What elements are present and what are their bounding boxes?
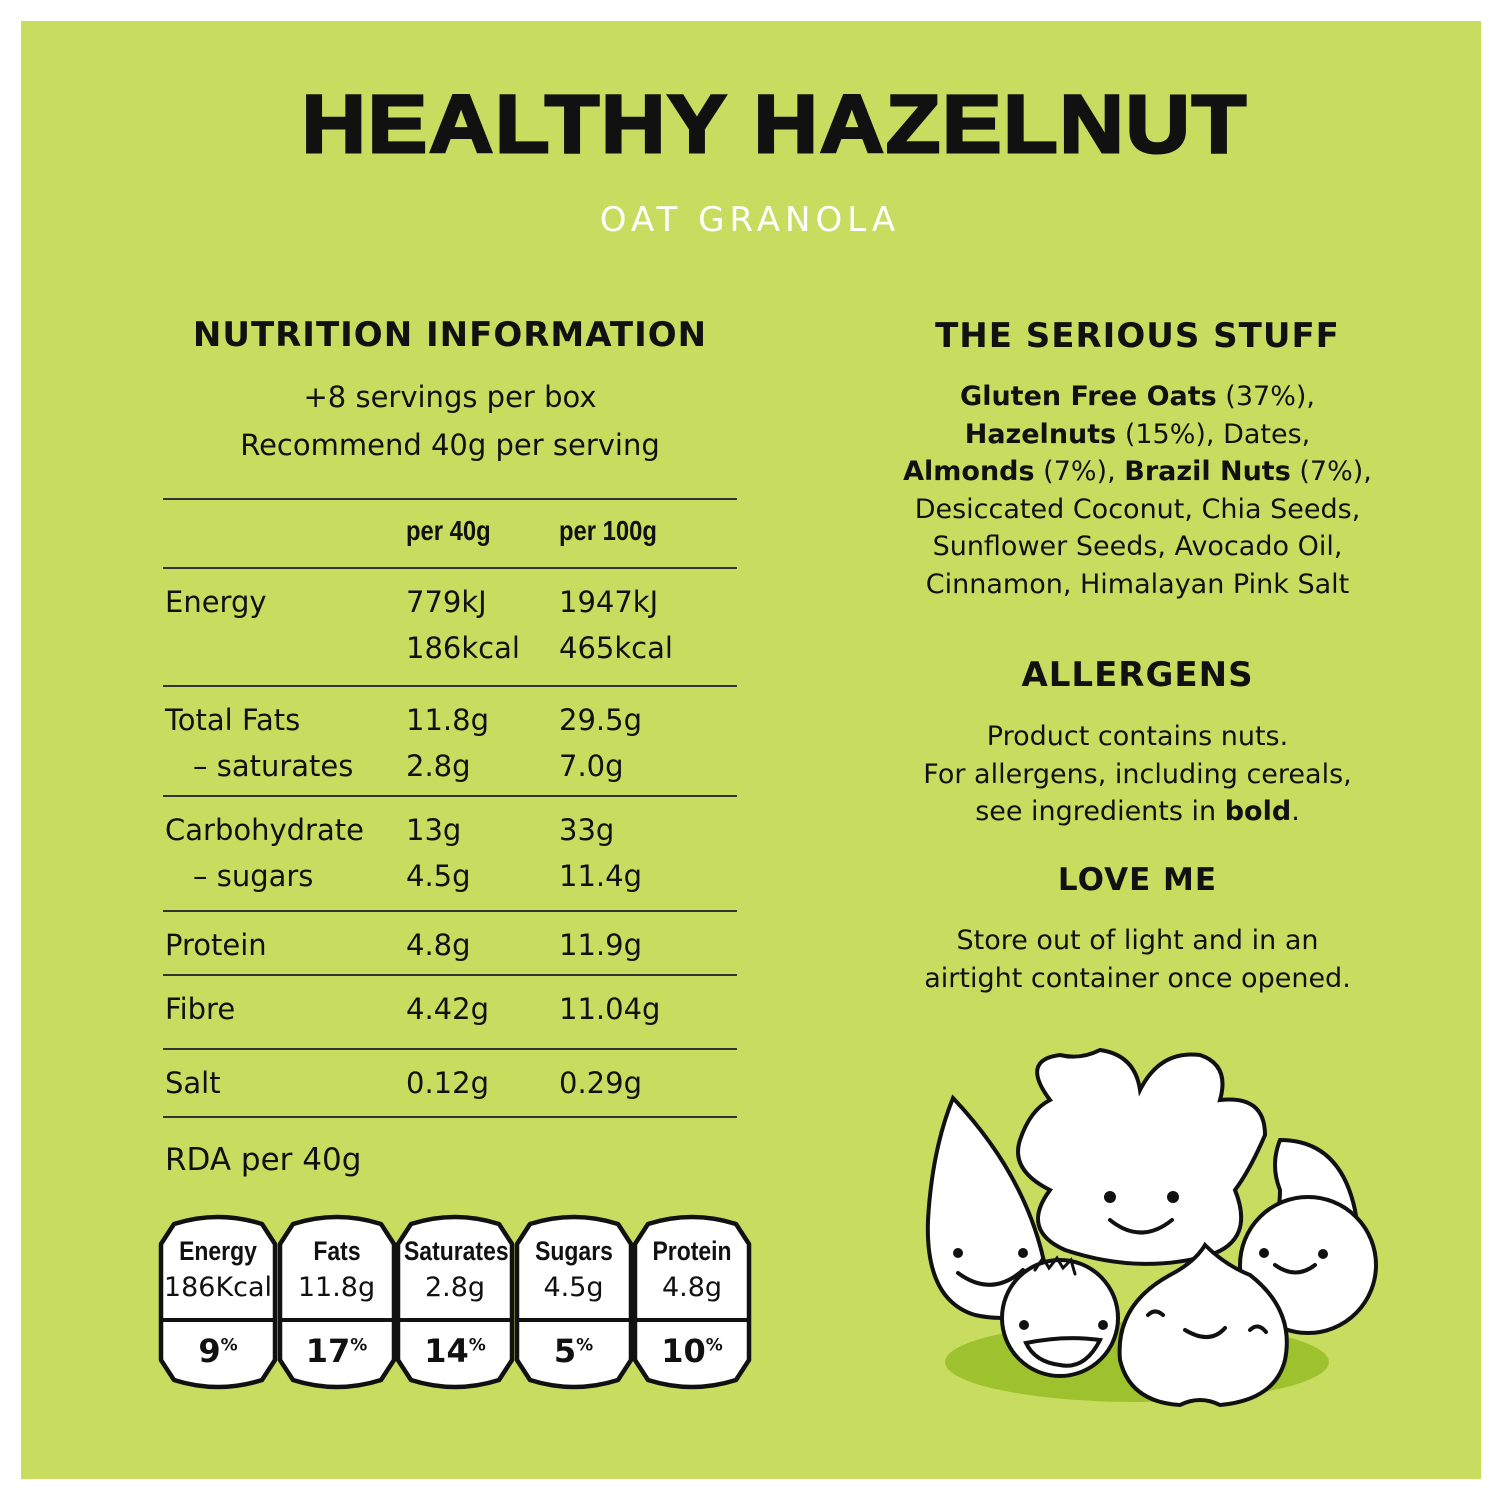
nutrient-value: 1947kJ <box>559 585 659 619</box>
rda-badge-saturates: Saturates 2.8g 14% <box>395 1214 515 1390</box>
ingredient-bold: Gluten Free Oats <box>960 381 1217 412</box>
table-row: Salt 0.12g 0.29g <box>163 1048 737 1118</box>
serious-stuff-heading: THE SERIOUS STUFF <box>935 316 1340 356</box>
badge-name: Sugars <box>534 1236 613 1266</box>
allergens-line: For allergens, including cereals, <box>923 758 1352 790</box>
table-row: Energy 779kJ 1947kJ 186kcal 465kcal <box>163 567 737 685</box>
nutrient-name: – sugars <box>193 859 314 893</box>
nutrient-value: 11.04g <box>559 992 661 1026</box>
allergens-line: see ingredients in bold. <box>975 796 1300 827</box>
nutrient-value: 7.0g <box>559 749 624 783</box>
storage-line: airtight container once opened. <box>924 962 1351 994</box>
allergens-text: Product contains nuts. For allergens, in… <box>860 718 1415 831</box>
badge-percent: 14% <box>424 1332 486 1370</box>
allergens-heading: ALLERGENS <box>1021 655 1254 695</box>
badge-outline <box>395 1214 515 1390</box>
badge-value: 4.5g <box>543 1272 604 1303</box>
nutrient-value: 0.12g <box>406 1066 489 1100</box>
ingredient-line: Cinnamon, Himalayan Pink Salt <box>860 566 1415 604</box>
storage-text: Store out of light and in an airtight co… <box>860 922 1415 997</box>
table-row: Carbohydrate 13g 33g – sugars 4.5g 11.4g <box>163 795 737 910</box>
table-row: Protein 4.8g 11.9g <box>163 910 737 974</box>
nutrient-value: 11.4g <box>559 859 642 893</box>
nutrient-name: Salt <box>165 1066 221 1100</box>
rda-badge-sugars: Sugars 4.5g 5% <box>514 1214 634 1390</box>
nutrient-value: 186kcal <box>406 631 520 665</box>
badge-value: 4.8g <box>661 1272 723 1303</box>
badge-percent: 17% <box>305 1332 368 1370</box>
nut-characters-illustration <box>925 1047 1378 1408</box>
ingredient-line: Hazelnuts (15%), Dates, <box>860 416 1415 454</box>
rda-badge-energy: Energy 186Kcal 9% <box>158 1214 278 1390</box>
nutrient-name: Carbohydrate <box>165 813 364 847</box>
badge-outline <box>277 1214 396 1390</box>
badge-name: Energy <box>179 1236 257 1266</box>
badge-percent: 10% <box>661 1332 723 1370</box>
ingredient-line: Gluten Free Oats (37%), <box>860 378 1415 416</box>
ingredient-line: Desiccated Coconut, Chia Seeds, <box>860 491 1415 529</box>
badge-outline <box>514 1214 633 1390</box>
recommended-serving: Recommend 40g per serving <box>240 428 660 462</box>
table-header-row: per 40g per 100g <box>163 498 737 567</box>
nutrient-name: – saturates <box>193 749 354 783</box>
badge-value: 186Kcal <box>163 1272 273 1303</box>
nutrient-value: 4.42g <box>406 992 489 1026</box>
badge-percent: 9% <box>198 1332 238 1370</box>
badge-name: Saturates <box>404 1236 509 1266</box>
ingredient-text: (7%), <box>1290 456 1372 487</box>
nutrient-value: 13g <box>406 813 462 847</box>
nutrient-value: 779kJ <box>406 585 487 619</box>
ingredient-text: (15%), Dates, <box>1116 418 1311 450</box>
ingredient-text: (7%), <box>1034 456 1125 487</box>
ingredient-bold: Almonds <box>903 456 1035 487</box>
nutrient-value: 2.8g <box>406 749 471 783</box>
nutrient-name: Protein <box>165 928 267 962</box>
rda-label: RDA per 40g <box>165 1142 362 1178</box>
product-title: HEALTHY HAZELNUT <box>300 78 1249 172</box>
nutrition-table: per 40g per 100g Energy 779kJ 1947kJ 186kcal 4… <box>163 498 737 1118</box>
badge-percent: 5% <box>553 1332 594 1370</box>
nutrient-value: 4.8g <box>406 928 471 962</box>
ingredients-list: Gluten Free Oats (37%), Hazelnuts (15%), … <box>860 378 1415 603</box>
nutrient-value: 11.9g <box>559 928 642 962</box>
badge-outline <box>632 1214 752 1390</box>
ingredient-line: Almonds (7%), Brazil Nuts (7%), <box>860 453 1415 491</box>
rda-badge-fats: Fats 11.8g 17% <box>277 1214 397 1390</box>
table-row: Total Fats 11.8g 29.5g – saturates 2.8g 7.0g <box>163 685 737 795</box>
badge-name: Protein <box>652 1236 732 1266</box>
servings-per-box: +8 servings per box <box>303 380 597 414</box>
ingredient-text: (37%), <box>1216 381 1315 412</box>
ingredient-text: Sunflower Seeds, Avocado Oil, <box>932 531 1343 562</box>
love-me-heading: LOVE ME <box>1057 862 1218 898</box>
nutrient-value: 11.8g <box>406 703 489 737</box>
product-subtitle: OAT GRANOLA <box>599 200 901 240</box>
badge-value: 2.8g <box>424 1272 486 1303</box>
nutrient-value: 0.29g <box>559 1066 642 1100</box>
badge-name: Fats <box>312 1236 361 1266</box>
storage-line: Store out of light and in an <box>956 925 1319 956</box>
nutrient-name: Total Fats <box>165 703 301 737</box>
ingredient-bold: Brazil Nuts <box>1124 456 1291 487</box>
rda-badge-protein: Protein 4.8g 10% <box>632 1214 752 1390</box>
allergens-line: Product contains nuts. <box>986 721 1289 752</box>
nutrition-heading: NUTRITION INFORMATION <box>192 315 708 355</box>
nutrient-value: 29.5g <box>559 703 642 737</box>
nutrient-value: 465kcal <box>559 631 673 665</box>
nutrient-name: Fibre <box>165 992 236 1026</box>
column-header: per 100g <box>559 515 657 546</box>
servings-info: +8 servings per box Recommend 40g per se… <box>150 373 750 469</box>
column-header: per 40g <box>406 515 491 546</box>
nutrient-value: 33g <box>559 813 615 847</box>
ingredient-text: Cinnamon, Himalayan Pink Salt <box>925 568 1350 600</box>
ingredient-line: Sunflower Seeds, Avocado Oil, <box>860 528 1415 566</box>
badge-outline <box>158 1214 278 1390</box>
badge-value: 11.8g <box>297 1272 376 1303</box>
ingredient-text: Desiccated Coconut, Chia Seeds, <box>914 493 1361 525</box>
table-row: Fibre 4.42g 11.04g <box>163 974 737 1048</box>
nutrient-name: Energy <box>165 585 267 619</box>
ingredient-bold: Hazelnuts <box>964 418 1117 450</box>
nutrient-value: 4.5g <box>406 859 471 893</box>
